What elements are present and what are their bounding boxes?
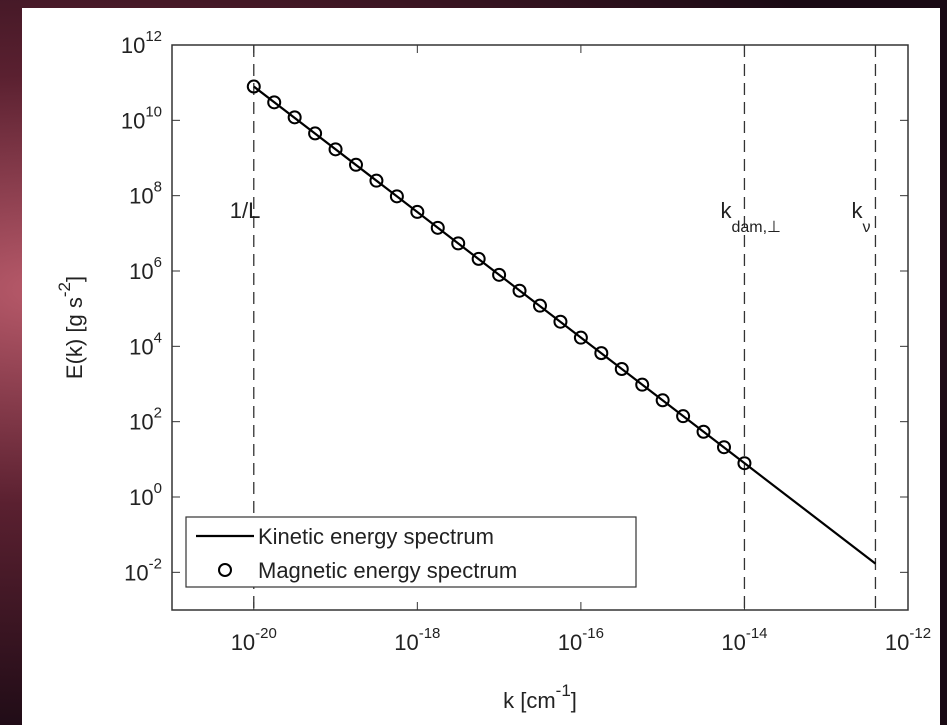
- marker: [532, 298, 547, 313]
- x-tick-label: 10-16: [558, 625, 604, 655]
- marker: [573, 330, 588, 345]
- tick-exponent: -16: [582, 625, 604, 642]
- tick-exponent: -12: [909, 625, 931, 642]
- label-part: ]: [62, 276, 87, 282]
- legend-label: Kinetic energy spectrum: [258, 524, 494, 549]
- label-part: E(k) [g s: [62, 297, 87, 379]
- legend-marker: [218, 563, 232, 577]
- label-part: k [cm: [503, 688, 556, 713]
- tick-base: 10: [129, 184, 153, 209]
- x-tick-label: 10-20: [231, 625, 277, 655]
- x-axis-label: k [cm-1]: [503, 681, 577, 713]
- annotation: 1/L: [230, 198, 261, 223]
- annotation-text: k: [851, 198, 863, 223]
- tick-base: 10: [129, 410, 153, 435]
- x-tick-label: 10-18: [394, 625, 440, 655]
- tick-exponent: -2: [149, 555, 162, 572]
- tick-exponent: 12: [145, 28, 162, 45]
- marker: [267, 95, 282, 110]
- marker: [676, 409, 691, 424]
- panel: [22, 8, 940, 725]
- marker: [635, 377, 650, 392]
- tick-exponent: -14: [746, 625, 768, 642]
- y-tick-label: 106: [129, 254, 162, 284]
- marker: [451, 236, 466, 251]
- plot-frame: [171, 44, 909, 611]
- tick-exponent: 0: [154, 480, 162, 497]
- y-tick-label: 1012: [121, 28, 162, 58]
- marker: [308, 126, 323, 141]
- y-tick-label: 100: [129, 480, 162, 510]
- label-sup: -2: [55, 282, 74, 297]
- tick-base: 10: [121, 108, 145, 133]
- legend-box: [185, 516, 637, 588]
- y-tick-label: 108: [129, 179, 162, 209]
- tick-base: 10: [129, 485, 153, 510]
- tick-base: 10: [129, 259, 153, 284]
- annotation-sub: dam,⊥: [731, 219, 781, 236]
- tick-exponent: 2: [154, 405, 162, 422]
- marker: [369, 173, 384, 188]
- marker: [512, 283, 527, 298]
- x-tick-label: 10-14: [721, 625, 767, 655]
- marker: [716, 440, 731, 455]
- marker: [492, 267, 507, 282]
- annotation: kdam,⊥: [720, 198, 781, 236]
- tick-exponent: 4: [154, 329, 162, 346]
- marker: [328, 142, 343, 157]
- tick-base: 10: [129, 334, 153, 359]
- tick-exponent: 6: [154, 254, 162, 271]
- tick-base: 10: [721, 630, 745, 655]
- tick-exponent: -20: [255, 625, 277, 642]
- marker: [246, 79, 261, 94]
- annotation-sub: ν: [862, 219, 870, 236]
- marker: [471, 251, 486, 266]
- marker: [655, 393, 670, 408]
- marker: [696, 424, 711, 439]
- tick-base: 10: [124, 560, 148, 585]
- tick-base: 10: [231, 630, 255, 655]
- marker: [410, 204, 425, 219]
- tick-base: 10: [558, 630, 582, 655]
- tick-base: 10: [885, 630, 909, 655]
- y-axis-label: E(k) [g s-2]: [55, 276, 87, 379]
- marker: [287, 110, 302, 125]
- marker: [737, 456, 752, 471]
- marker: [348, 157, 363, 172]
- annotation-text: 1/L: [230, 198, 261, 223]
- marker: [430, 220, 445, 235]
- label-sup: -1: [556, 681, 571, 700]
- tick-exponent: 10: [145, 103, 162, 120]
- annotation: kν: [851, 198, 870, 236]
- tick-base: 10: [121, 33, 145, 58]
- y-tick-label: 10-2: [124, 555, 162, 585]
- annotation-text: k: [720, 198, 732, 223]
- y-tick-label: 1010: [121, 103, 162, 133]
- label-part: ]: [571, 688, 577, 713]
- tick-exponent: -18: [419, 625, 441, 642]
- legend-label: Magnetic energy spectrum: [258, 558, 517, 583]
- marker: [553, 314, 568, 329]
- tick-base: 10: [394, 630, 418, 655]
- y-tick-label: 102: [129, 405, 162, 435]
- marker: [614, 362, 629, 377]
- y-tick-label: 104: [129, 329, 162, 359]
- tick-exponent: 8: [154, 179, 162, 196]
- marker: [389, 189, 404, 204]
- x-tick-label: 10-12: [885, 625, 931, 655]
- marker: [594, 346, 609, 361]
